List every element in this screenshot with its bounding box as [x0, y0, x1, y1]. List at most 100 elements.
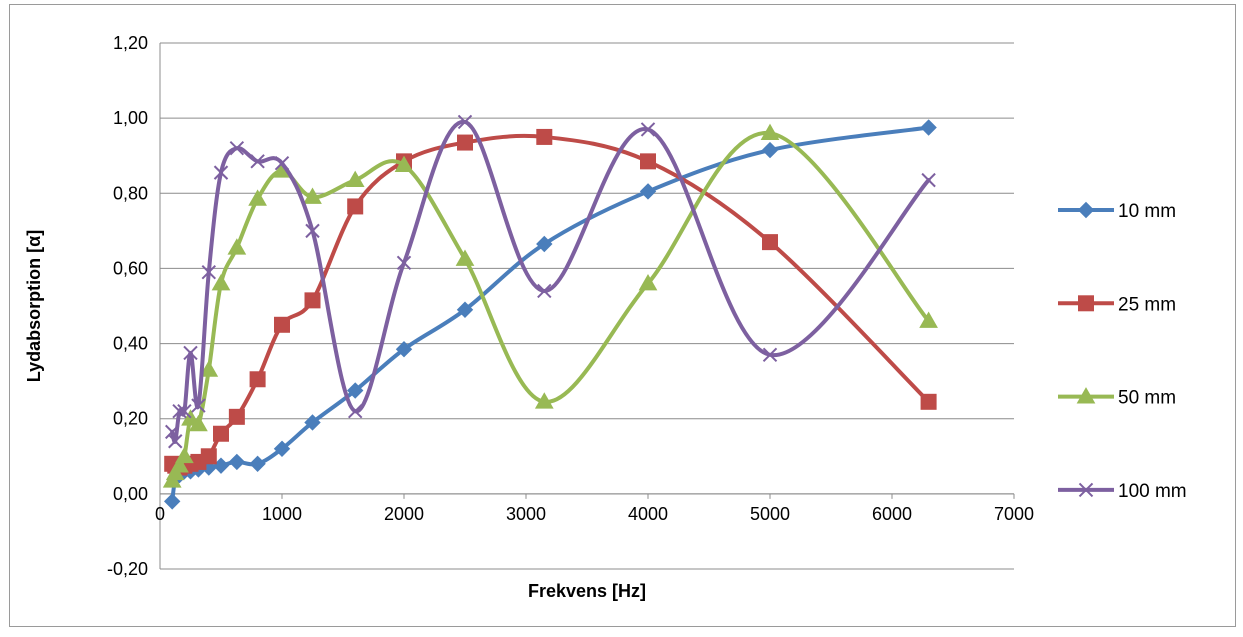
legend-marker — [1078, 295, 1094, 312]
data-point-50-mm — [345, 170, 365, 188]
marker-stroke — [177, 403, 192, 419]
series-area — [162, 114, 938, 510]
y-tick-label: -0,20 — [107, 559, 148, 579]
marker-stroke — [457, 114, 473, 130]
data-point-50-mm — [760, 123, 780, 141]
data-point-25-mm — [213, 425, 229, 442]
marker-stroke — [201, 264, 217, 280]
data-point-50-mm — [303, 187, 322, 204]
marker-stroke — [762, 347, 778, 363]
marker-stroke — [274, 156, 290, 171]
data-point-100-mm — [250, 154, 265, 169]
x-tick-label: 4000 — [628, 504, 668, 524]
y-axis-title: Lydabsorption [α] — [24, 230, 44, 382]
data-point-100-mm — [164, 424, 180, 440]
series-100-mm — [164, 114, 936, 449]
marker-stroke — [183, 345, 198, 361]
data-point-100-mm — [229, 140, 245, 156]
data-point-100-mm — [921, 172, 936, 188]
y-tick-label: 0,60 — [113, 258, 148, 278]
x-tick-label: 6000 — [872, 504, 912, 524]
marker-stroke — [164, 424, 180, 440]
y-tick-label: 0,80 — [113, 183, 148, 203]
legend-marker — [1077, 201, 1095, 219]
series-25-mm — [164, 128, 937, 476]
data-point-25-mm — [274, 316, 290, 333]
data-point-25-mm — [536, 128, 553, 145]
data-point-50-mm — [394, 155, 414, 172]
data-point-50-mm — [638, 273, 658, 291]
data-point-100-mm — [305, 223, 320, 239]
data-point-100-mm — [640, 122, 656, 137]
data-point-50-mm — [455, 249, 475, 266]
y-tick-label: 1,00 — [113, 108, 148, 128]
data-point-10-mm — [536, 235, 553, 253]
data-point-10-mm — [273, 440, 291, 457]
legend-item-10-mm: 10 mm — [1058, 201, 1176, 222]
data-point-100-mm — [457, 114, 473, 130]
marker-stroke — [213, 165, 229, 180]
data-point-10-mm — [228, 453, 246, 471]
data-point-100-mm — [201, 264, 217, 280]
data-point-25-mm — [249, 371, 266, 388]
legend-marker — [1078, 482, 1094, 498]
legend-marker — [1076, 387, 1096, 404]
marker-stroke — [640, 122, 656, 137]
data-point-50-mm — [919, 311, 938, 328]
data-point-100-mm — [177, 403, 192, 419]
marker-stroke — [1078, 482, 1094, 498]
data-point-25-mm — [457, 134, 473, 151]
x-tick-label: 1000 — [262, 504, 302, 524]
data-point-25-mm — [347, 198, 364, 215]
data-point-100-mm — [183, 345, 198, 361]
data-point-25-mm — [200, 448, 217, 465]
marker-stroke — [250, 154, 265, 169]
legend-item-50-mm: 50 mm — [1058, 387, 1176, 409]
x-tick-label: 5000 — [750, 504, 790, 524]
data-point-50-mm — [199, 360, 219, 377]
marker-stroke — [347, 403, 363, 419]
data-point-50-mm — [170, 456, 189, 473]
x-tick-label: 7000 — [994, 504, 1034, 524]
data-point-10-mm — [346, 382, 364, 399]
data-point-100-mm — [396, 255, 412, 270]
data-point-50-mm — [189, 414, 208, 432]
legend-item-25-mm: 25 mm — [1058, 294, 1176, 315]
data-point-100-mm — [347, 403, 363, 419]
data-point-100-mm — [213, 165, 229, 180]
marker-stroke — [172, 403, 187, 419]
data-point-50-mm — [175, 446, 194, 464]
x-axis-title: Frekvens [Hz] — [528, 581, 646, 601]
data-point-10-mm — [163, 493, 181, 510]
data-point-10-mm — [249, 455, 266, 473]
legend-label: 50 mm — [1118, 388, 1176, 409]
x-tick-label: 0 — [155, 504, 165, 524]
marker-stroke — [229, 140, 245, 156]
y-tick-label: 0,20 — [113, 409, 148, 429]
data-point-10-mm — [395, 341, 413, 358]
data-point-100-mm — [172, 403, 187, 419]
data-point-50-mm — [248, 189, 267, 206]
data-point-25-mm — [228, 408, 245, 425]
legend-item-100-mm: 100 mm — [1058, 481, 1187, 502]
marker-stroke — [168, 434, 183, 449]
data-point-10-mm — [304, 414, 321, 431]
marker-stroke — [305, 223, 320, 239]
data-point-10-mm — [761, 141, 779, 159]
data-point-25-mm — [304, 292, 321, 309]
data-point-100-mm — [168, 434, 183, 449]
legend: 10 mm 25 mm 50 mm 100 mm — [1058, 201, 1187, 502]
data-point-10-mm — [639, 183, 657, 200]
y-tick-label: 0,40 — [113, 334, 148, 354]
marker-stroke — [191, 398, 206, 413]
data-point-50-mm — [211, 273, 231, 291]
legend-label: 100 mm — [1118, 481, 1187, 502]
data-point-25-mm — [920, 393, 937, 410]
data-point-100-mm — [762, 347, 778, 363]
marker-stroke — [921, 172, 936, 188]
data-point-50-mm — [534, 392, 554, 409]
marker-stroke — [396, 255, 412, 270]
x-tick-label: 3000 — [506, 504, 546, 524]
